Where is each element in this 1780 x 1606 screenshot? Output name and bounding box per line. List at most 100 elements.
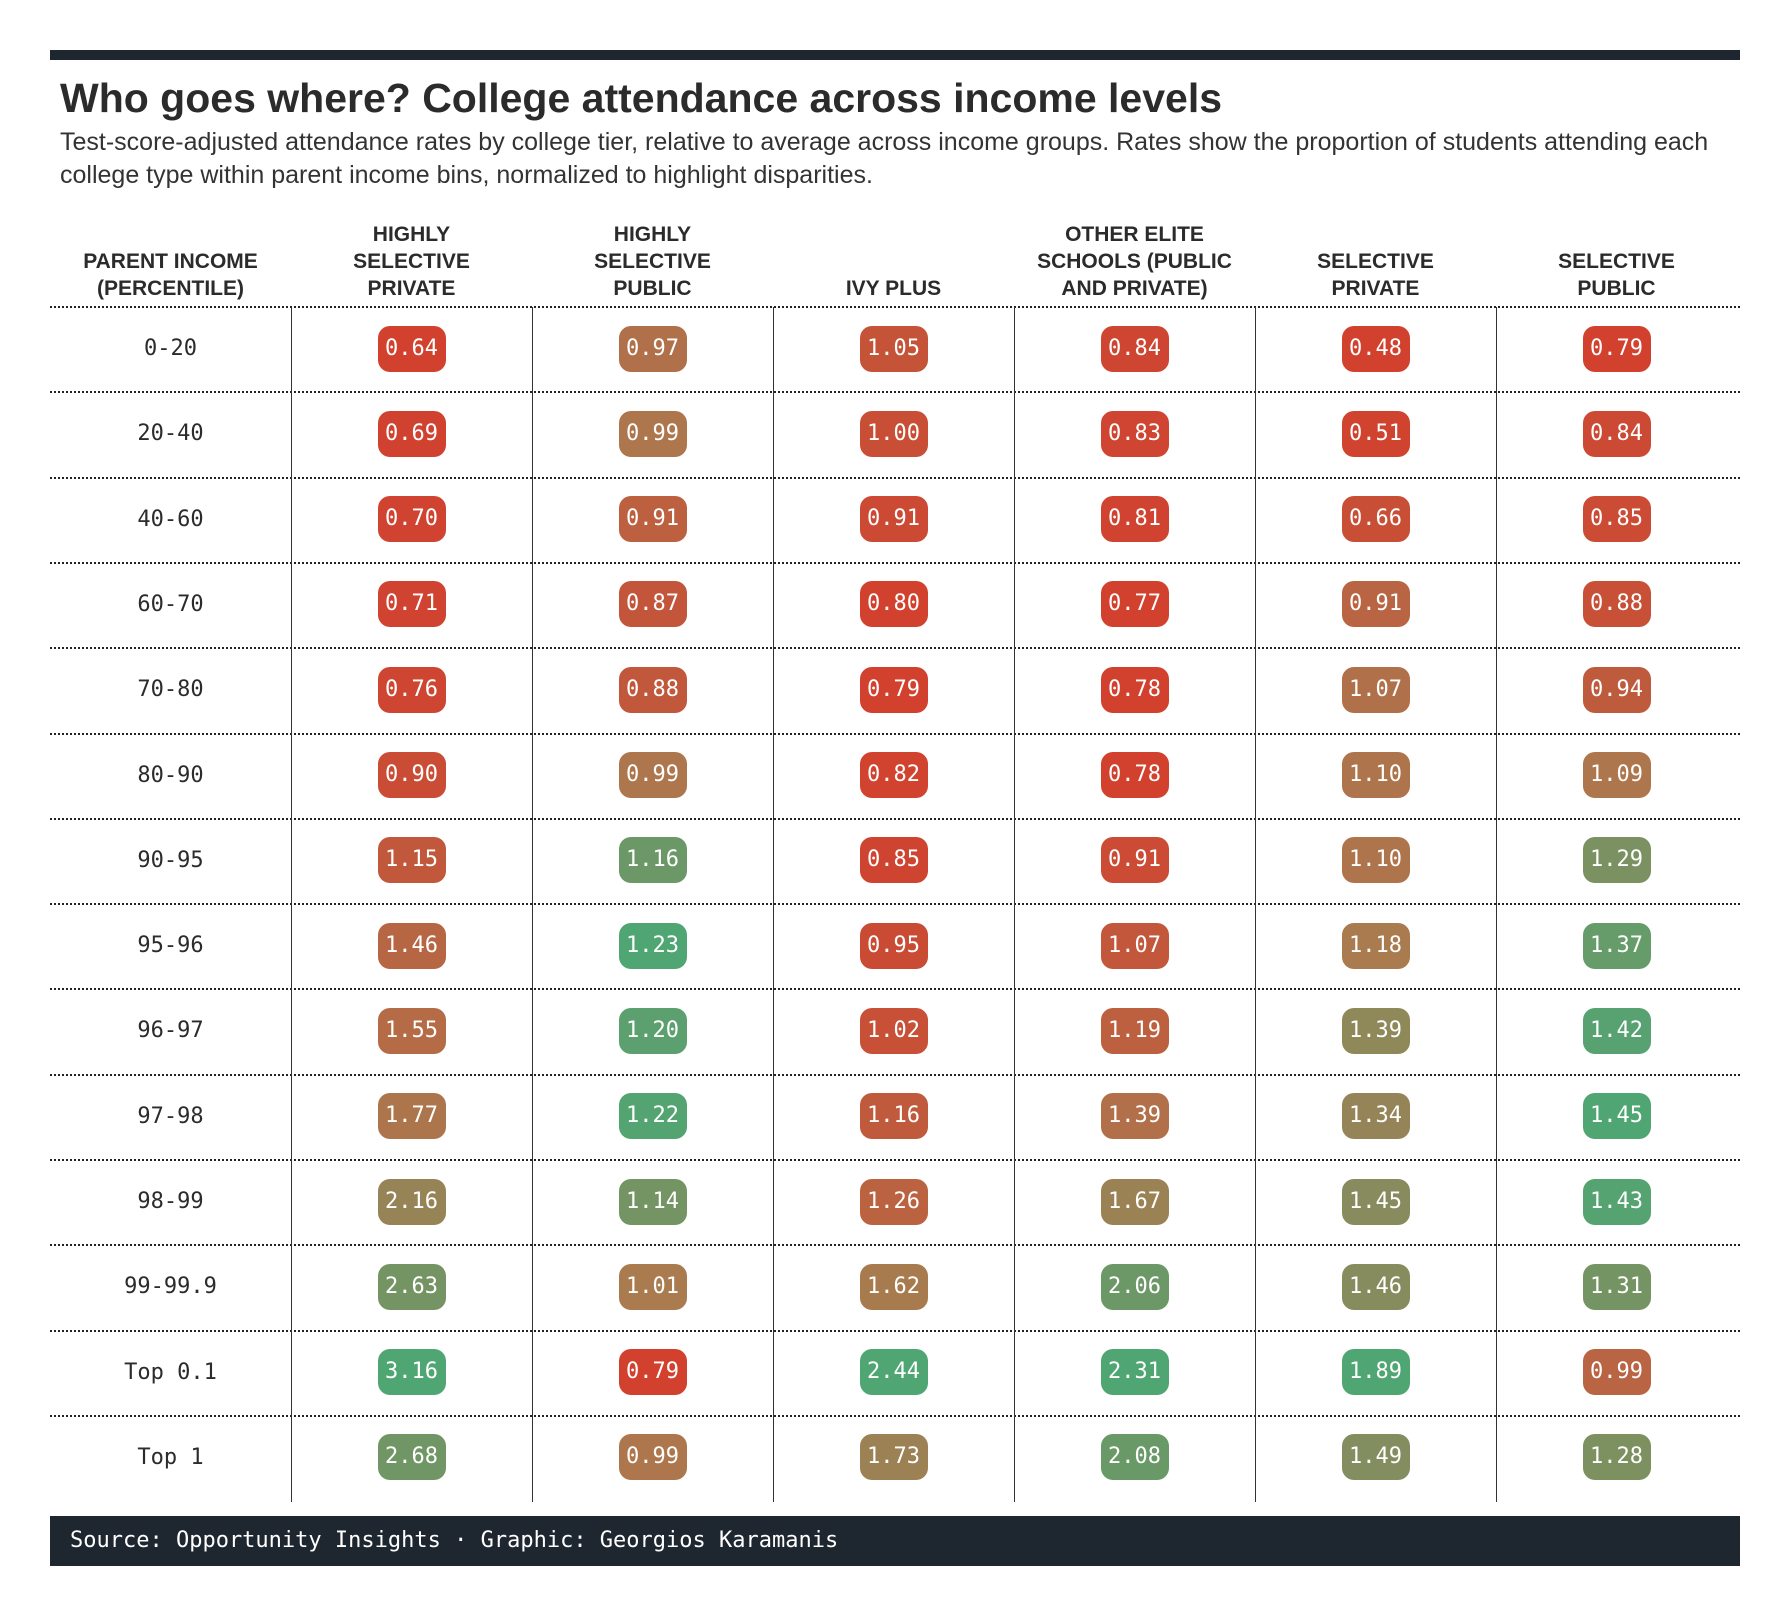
value-pill: 0.87 <box>618 581 687 628</box>
value-pill: 0.84 <box>1582 410 1651 457</box>
value-pill: 0.71 <box>377 581 446 628</box>
value-cell: 1.01 <box>532 1244 773 1329</box>
value-cell: 0.85 <box>773 818 1014 903</box>
value-cell: 1.39 <box>1014 1074 1255 1159</box>
value-cell: 1.55 <box>291 988 532 1073</box>
value-cell: 0.81 <box>1014 477 1255 562</box>
attendance-table: PARENT INCOME (PERCENTILE) HIGHLY SELECTIVE… <box>50 200 1740 1502</box>
value-pill: 0.80 <box>859 581 928 628</box>
value-cell: 0.77 <box>1014 562 1255 647</box>
row-divider <box>50 306 1740 308</box>
row-label: 98-99 <box>137 1189 204 1214</box>
value-cell: 0.69 <box>291 391 532 476</box>
value-cell: 1.31 <box>1496 1244 1737 1329</box>
chart-title: Who goes where? College attendance acros… <box>60 75 1223 121</box>
value-pill: 1.05 <box>859 325 928 372</box>
value-cell: 0.79 <box>773 647 1014 732</box>
value-cell: 0.51 <box>1255 391 1496 476</box>
column-header: SELECTIVE PRIVATE <box>1255 200 1496 304</box>
column-divider <box>291 307 292 1502</box>
row-label: 80-90 <box>137 762 204 788</box>
value-pill: 1.07 <box>1100 922 1169 969</box>
value-cell: 0.91 <box>532 477 773 562</box>
row-header-line: (PERCENTILE) <box>97 277 244 300</box>
value-pill: 0.76 <box>377 666 446 713</box>
value-cell: 0.99 <box>532 391 773 476</box>
value-pill: 0.95 <box>859 922 928 969</box>
value-cell: 2.44 <box>773 1330 1014 1415</box>
row-label: 96-97 <box>137 1018 204 1044</box>
value-cell: 1.16 <box>532 818 773 903</box>
column-header-line: SELECTIVE <box>353 250 470 273</box>
value-cell: 1.49 <box>1255 1415 1496 1500</box>
value-pill: 0.66 <box>1341 496 1410 543</box>
value-pill: 1.45 <box>1341 1178 1410 1225</box>
column-divider <box>532 307 533 1502</box>
row-divider <box>50 561 1740 564</box>
column-header-line: PUBLIC <box>1577 277 1656 300</box>
value-cell: 1.10 <box>1255 733 1496 818</box>
value-cell: 1.45 <box>1255 1159 1496 1244</box>
value-cell: 1.23 <box>532 903 773 988</box>
value-pill: 2.31 <box>1100 1349 1169 1396</box>
value-pill: 0.81 <box>1100 496 1169 543</box>
value-pill: 1.46 <box>377 922 446 969</box>
value-pill: 0.91 <box>1341 581 1410 628</box>
value-cell: 1.73 <box>773 1415 1014 1500</box>
value-cell: 1.22 <box>532 1074 773 1159</box>
value-cell: 1.14 <box>532 1159 773 1244</box>
row-divider <box>50 1329 1740 1332</box>
value-pill: 0.91 <box>1100 837 1169 884</box>
value-pill: 1.46 <box>1341 1263 1410 1310</box>
row-label: 40-60 <box>137 506 204 532</box>
value-cell: 1.39 <box>1255 988 1496 1073</box>
value-cell: 0.91 <box>1255 562 1496 647</box>
column-header-line: PUBLIC <box>613 277 692 300</box>
column-header-line: OTHER ELITE <box>1065 223 1204 246</box>
row-label: 95-96 <box>137 933 204 959</box>
value-pill: 1.29 <box>1582 837 1651 884</box>
value-pill: 1.19 <box>1100 1007 1169 1054</box>
value-cell: 0.91 <box>773 477 1014 562</box>
value-pill: 1.28 <box>1582 1434 1651 1481</box>
value-pill: 0.99 <box>1582 1349 1651 1396</box>
value-pill: 1.49 <box>1341 1434 1410 1481</box>
value-cell: 0.97 <box>532 306 773 391</box>
value-pill: 1.00 <box>859 410 928 457</box>
value-cell: 1.28 <box>1496 1415 1737 1500</box>
value-cell: 1.15 <box>291 818 532 903</box>
value-pill: 1.34 <box>1341 1093 1410 1140</box>
value-pill: 1.42 <box>1582 1007 1651 1054</box>
value-cell: 1.19 <box>1014 988 1255 1073</box>
column-header-line: SELECTIVE <box>1317 250 1434 273</box>
value-pill: 1.18 <box>1341 922 1410 969</box>
value-cell: 0.99 <box>1496 1330 1737 1415</box>
value-pill: 0.51 <box>1341 410 1410 457</box>
value-cell: 0.94 <box>1496 647 1737 732</box>
value-pill: 0.84 <box>1100 325 1169 372</box>
value-cell: 2.31 <box>1014 1330 1255 1415</box>
value-pill: 1.15 <box>377 837 446 884</box>
row-divider <box>50 1414 1740 1417</box>
row-label: 20-40 <box>137 421 204 447</box>
value-pill: 0.77 <box>1100 581 1169 628</box>
value-cell: 0.95 <box>773 903 1014 988</box>
value-pill: 1.01 <box>618 1263 687 1310</box>
value-cell: 2.06 <box>1014 1244 1255 1329</box>
value-pill: 0.79 <box>859 666 928 713</box>
value-pill: 1.16 <box>859 1093 928 1140</box>
value-cell: 3.16 <box>291 1330 532 1415</box>
column-header-line: SCHOOLS (PUBLIC <box>1037 250 1232 273</box>
value-cell: 1.07 <box>1255 647 1496 732</box>
value-cell: 0.90 <box>291 733 532 818</box>
row-divider <box>50 647 1740 650</box>
value-cell: 0.83 <box>1014 391 1255 476</box>
value-pill: 2.68 <box>377 1434 446 1481</box>
value-pill: 0.91 <box>859 496 928 543</box>
value-cell: 2.08 <box>1014 1415 1255 1500</box>
value-cell: 1.46 <box>291 903 532 988</box>
value-cell: 0.99 <box>532 1415 773 1500</box>
value-pill: 1.62 <box>859 1263 928 1310</box>
value-pill: 0.79 <box>618 1349 687 1396</box>
row-divider <box>50 1244 1740 1247</box>
